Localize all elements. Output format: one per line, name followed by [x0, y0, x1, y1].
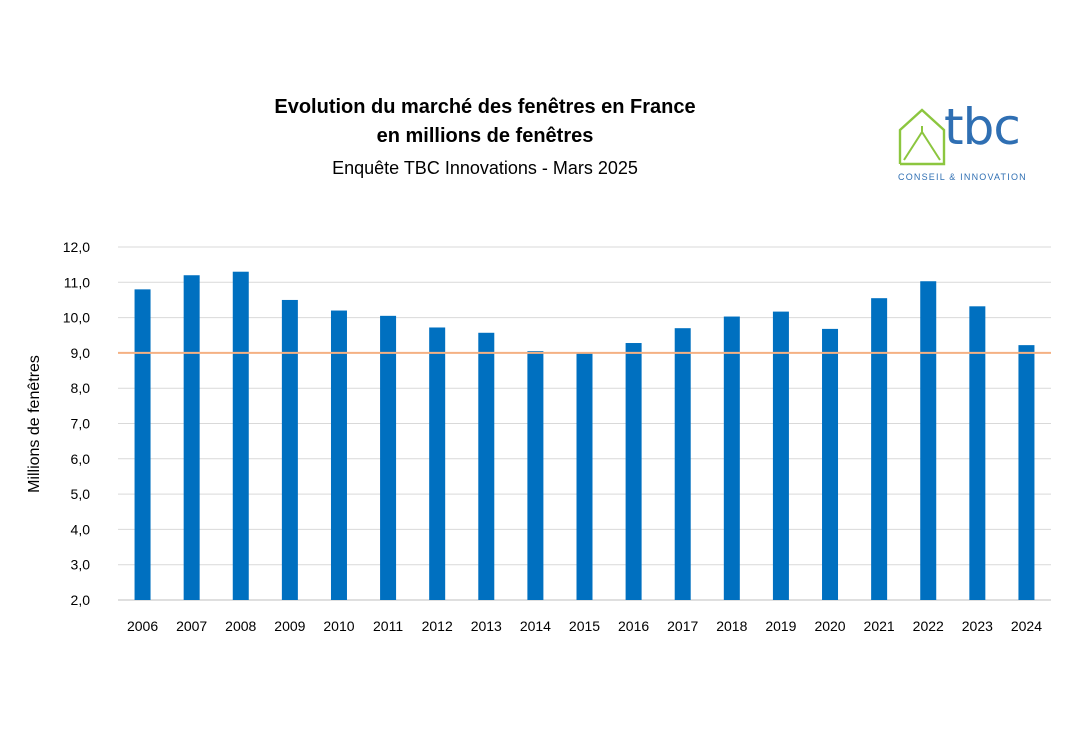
x-tick-label: 2007 — [176, 618, 207, 634]
x-tick-label: 2010 — [323, 618, 354, 634]
x-tick-label: 2022 — [913, 618, 944, 634]
bar-2020 — [822, 328, 839, 600]
bar-2023 — [969, 306, 986, 600]
logo-tagline: CONSEIL & INNOVATION — [898, 172, 1027, 182]
x-tick-label: 2011 — [373, 618, 403, 634]
bar-2021 — [871, 298, 888, 600]
x-tick-label: 2013 — [471, 618, 502, 634]
y-tick-label: 6,0 — [71, 451, 91, 467]
y-tick-label: 9,0 — [71, 345, 91, 361]
x-tick-label: 2021 — [864, 618, 895, 634]
bar-2015 — [576, 352, 593, 600]
house-icon — [898, 108, 946, 166]
bar-2017 — [674, 328, 691, 600]
bar-2013 — [478, 332, 495, 600]
y-tick-label: 8,0 — [71, 380, 91, 396]
y-tick-label: 7,0 — [71, 416, 91, 432]
y-axis-label: Millions de fenêtres — [26, 355, 43, 493]
bar-2016 — [625, 343, 642, 600]
bar-2011 — [380, 315, 397, 600]
x-tick-label: 2016 — [618, 618, 649, 634]
x-tick-label: 2014 — [520, 618, 551, 634]
bars — [134, 271, 1035, 600]
x-tick-label: 2020 — [814, 618, 845, 634]
x-tick-label: 2009 — [274, 618, 305, 634]
bar-2022 — [920, 281, 937, 600]
y-tick-label: 10,0 — [63, 310, 90, 326]
bar-2012 — [429, 327, 446, 600]
logo-wordmark: tbc — [944, 98, 1021, 156]
bar-2018 — [723, 316, 740, 600]
chart-subtitle: Enquête TBC Innovations - Mars 2025 — [332, 158, 638, 178]
bar-2019 — [772, 311, 789, 600]
chart-title-block: Evolution du marché des fenêtres en Fran… — [185, 93, 785, 183]
x-tick-label: 2019 — [765, 618, 796, 634]
x-tick-label: 2006 — [127, 618, 158, 634]
x-tick-label: 2024 — [1011, 618, 1042, 634]
x-tick-label: 2023 — [962, 618, 993, 634]
chart-title-line1: Evolution du marché des fenêtres en Fran… — [274, 96, 696, 118]
y-tick-label: 4,0 — [71, 521, 91, 537]
chart-title-line2: en millions de fenêtres — [376, 125, 594, 147]
bar-2009 — [281, 299, 298, 600]
x-tick-label: 2018 — [716, 618, 747, 634]
x-tick-label: 2008 — [225, 618, 256, 634]
x-tick-label: 2017 — [667, 618, 698, 634]
bar-2007 — [183, 275, 200, 600]
x-tick-label: 2015 — [569, 618, 600, 634]
y-axis-ticks: 2,0 3,0 4,0 5,0 6,0 7,0 8,0 9,0 10,0 11,0 12,0 — [63, 239, 90, 608]
y-tick-label: 11,0 — [64, 274, 90, 290]
x-tick-label: 2012 — [422, 618, 453, 634]
bar-2014 — [527, 351, 544, 600]
y-tick-label: 12,0 — [63, 239, 90, 255]
tbc-logo: tbc CONSEIL & INNOVATION — [892, 98, 1052, 190]
x-axis-ticks: 2006 2007 2008 2009 2010 2011 2012 2013 2014 2015… — [127, 618, 1042, 634]
bar-2008 — [232, 271, 249, 600]
y-tick-label: 5,0 — [71, 486, 91, 502]
y-tick-label: 2,0 — [71, 592, 91, 608]
bar-2024 — [1018, 345, 1035, 600]
bar-2006 — [134, 289, 151, 600]
y-tick-label: 3,0 — [71, 557, 91, 573]
bar-2010 — [330, 310, 347, 600]
